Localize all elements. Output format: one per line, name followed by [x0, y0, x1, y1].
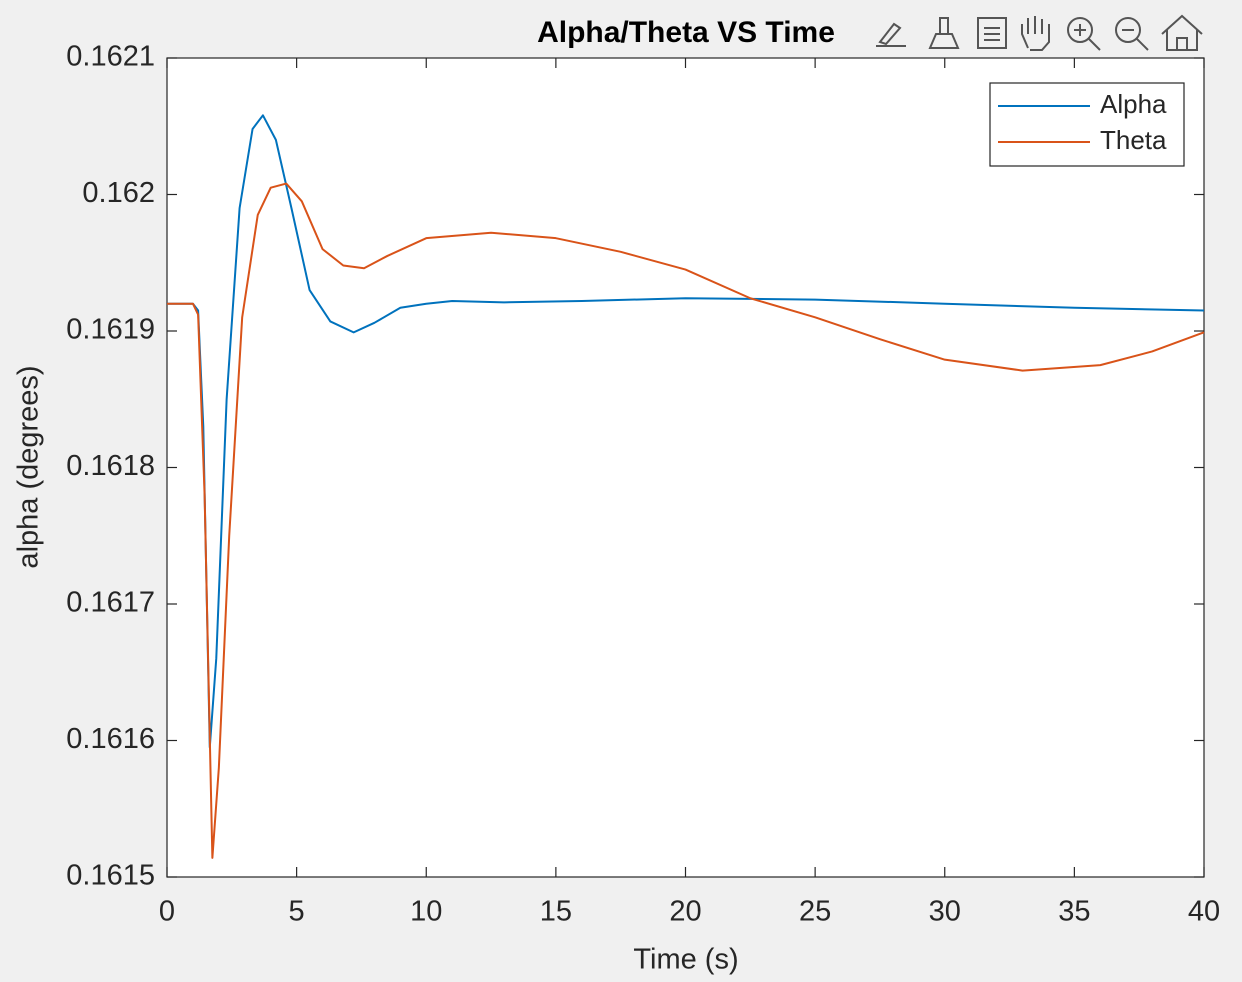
- legend-button[interactable]: [977, 17, 1007, 49]
- x-tick-label: 25: [799, 896, 831, 928]
- zoom-out-button[interactable]: [1115, 17, 1149, 51]
- x-tick-label: 35: [1058, 896, 1090, 928]
- x-tick-label: 40: [1188, 896, 1220, 928]
- legend-label: Alpha: [1100, 89, 1167, 119]
- x-tick-label: 30: [929, 896, 961, 928]
- y-tick-label: 0.1619: [66, 314, 155, 346]
- zoom-in-button[interactable]: [1067, 17, 1101, 51]
- x-tick-label: 20: [669, 896, 701, 928]
- y-tick-label: 0.1615: [66, 860, 155, 892]
- data-tips-button[interactable]: [928, 17, 960, 49]
- plot-area: [166, 57, 1205, 878]
- chart-title: Alpha/Theta VS Time: [537, 16, 835, 49]
- toolbar: [876, 14, 1203, 51]
- home-button[interactable]: [1161, 14, 1203, 51]
- legend: Alpha Theta: [989, 82, 1185, 167]
- y-tick-label: 0.1617: [66, 587, 155, 619]
- series-line: [167, 182, 1205, 859]
- brush-button[interactable]: [876, 22, 906, 47]
- y-tick-label: 0.1616: [66, 723, 155, 755]
- x-tick-label: 10: [410, 896, 442, 928]
- pan-button[interactable]: [1021, 16, 1050, 51]
- x-axis-label: Time (s): [633, 944, 738, 976]
- legend-box: [989, 82, 1185, 167]
- x-tick-label: 0: [159, 896, 175, 928]
- legend-label: Theta: [1100, 125, 1167, 155]
- y-tick-label: 0.162: [82, 177, 155, 209]
- y-tick-label: 0.1621: [66, 41, 155, 73]
- y-axis-label: alpha (degrees): [13, 365, 45, 568]
- series-line: [167, 114, 1205, 749]
- x-tick-label: 5: [289, 896, 305, 928]
- x-tick-label: 15: [540, 896, 572, 928]
- y-tick-label: 0.1618: [66, 450, 155, 482]
